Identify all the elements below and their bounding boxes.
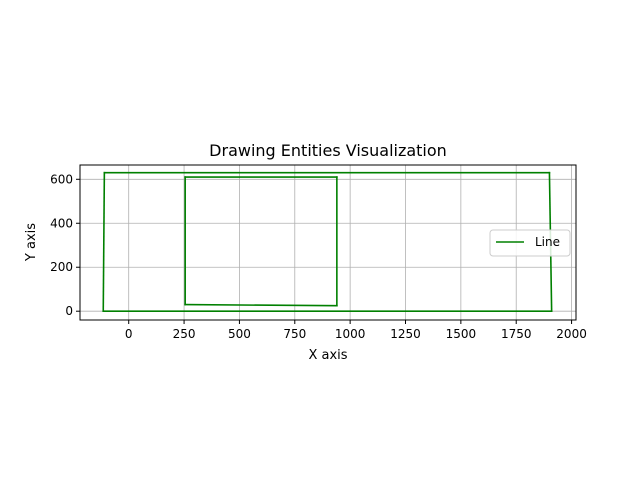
line-segment bbox=[184, 303, 338, 307]
y-tick-label: 0 bbox=[65, 304, 73, 318]
line-segment bbox=[102, 171, 106, 313]
legend-label-line: Line bbox=[535, 235, 560, 249]
x-tick-label: 1750 bbox=[501, 327, 532, 341]
x-axis-label: X axis bbox=[308, 348, 347, 363]
y-axis-label: Y axis bbox=[24, 223, 39, 262]
x-tick-label: 1000 bbox=[335, 327, 366, 341]
y-tick-label: 400 bbox=[50, 216, 73, 230]
x-tick-label: 0 bbox=[125, 327, 133, 341]
chart-title: Drawing Entities Visualization bbox=[209, 141, 447, 160]
y-tick-label: 600 bbox=[50, 172, 73, 186]
x-tick-label: 750 bbox=[283, 327, 306, 341]
axis-ticks: 0 250 500 750 1000 1250 1500 1750 2000 0 200 400 600 bbox=[50, 172, 587, 341]
y-tick-label: 200 bbox=[50, 260, 73, 274]
x-tick-label: 2000 bbox=[556, 327, 587, 341]
legend-box bbox=[489, 229, 571, 257]
plot-frame bbox=[79, 164, 577, 321]
x-tick-label: 1500 bbox=[446, 327, 477, 341]
legend: Line bbox=[489, 229, 571, 257]
x-tick-label: 500 bbox=[228, 327, 251, 341]
x-tick-label: 1250 bbox=[390, 327, 421, 341]
x-tick-label: 250 bbox=[173, 327, 196, 341]
